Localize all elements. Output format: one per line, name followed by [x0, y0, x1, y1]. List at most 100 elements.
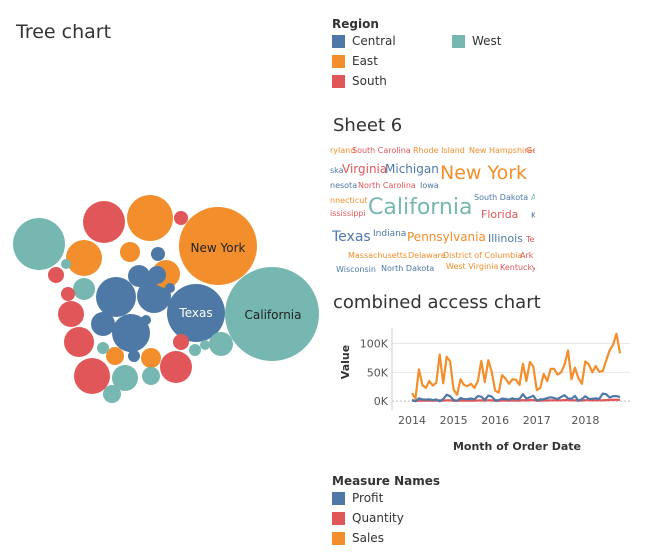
state-bubble[interactable] [58, 301, 84, 327]
word-cloud-word[interactable]: South Carolina [352, 146, 411, 155]
region-legend-item-south[interactable]: South [332, 74, 387, 88]
word-cloud-word[interactable]: New York [440, 162, 528, 184]
quantity-swatch [332, 511, 345, 525]
measure-legend-item-sales[interactable]: Sales [332, 531, 384, 545]
state-bubble[interactable] [160, 351, 192, 383]
measure-legend-label: Quantity [352, 511, 404, 525]
word-cloud-word[interactable]: Virginia [342, 162, 388, 176]
y-tick-label: 100K [360, 338, 389, 351]
x-tick-label: 2016 [481, 414, 509, 427]
state-bubble[interactable] [142, 367, 160, 385]
state-bubble[interactable] [74, 358, 110, 394]
x-tick-label: 2018 [571, 414, 599, 427]
state-bubble[interactable] [13, 218, 65, 270]
region-legend-title: Region [332, 17, 379, 31]
line-chart-title: combined access chart [333, 292, 541, 313]
word-cloud-word[interactable]: Ge [526, 146, 535, 155]
word-cloud-word[interactable]: Te [526, 235, 535, 244]
state-bubble[interactable] [148, 266, 166, 284]
word-cloud-word[interactable]: New Hampshire [469, 146, 533, 155]
word-cloud-word[interactable]: District of Columbia [443, 251, 523, 260]
state-bubble[interactable] [173, 334, 189, 350]
state-bubble[interactable] [64, 327, 94, 357]
state-bubble[interactable] [103, 385, 121, 403]
bubble-label-new-york: New York [191, 241, 246, 255]
south-swatch [332, 74, 345, 88]
word-cloud-word[interactable]: ryland [330, 146, 356, 155]
measure-legend-item-profit[interactable]: Profit [332, 491, 383, 505]
region-legend-item-east[interactable]: East [332, 54, 378, 68]
word-cloud-word[interactable]: ska [330, 166, 344, 175]
word-cloud-word[interactable]: Kentucky [500, 263, 535, 272]
word-cloud-word[interactable]: nnecticut [330, 196, 368, 205]
word-cloud-word[interactable]: Ka [531, 211, 535, 220]
state-bubble[interactable] [151, 247, 165, 261]
sheet6-word-cloud[interactable]: ryland South Carolina Rhode Island New Hamp… [330, 143, 535, 275]
profit-swatch [332, 491, 345, 505]
word-cloud-word[interactable]: North Dakota [381, 264, 435, 273]
bubble-texas[interactable] [167, 284, 225, 342]
state-bubble[interactable] [128, 265, 150, 287]
state-bubble[interactable] [120, 242, 140, 262]
word-cloud-word[interactable]: Delaware [408, 251, 446, 260]
word-cloud-word[interactable]: Wisconsin [336, 265, 376, 274]
bubble-new-york[interactable] [179, 207, 257, 285]
state-bubble[interactable] [189, 344, 201, 356]
word-cloud-word[interactable]: California [368, 195, 473, 220]
word-cloud-word[interactable]: Indiana [373, 229, 407, 239]
state-bubble[interactable] [141, 348, 161, 368]
word-cloud-word[interactable]: Michigan [385, 162, 439, 176]
word-cloud-word[interactable]: Iowa [420, 181, 439, 190]
measure-legend-item-quantity[interactable]: Quantity [332, 511, 404, 525]
central-swatch [332, 34, 345, 48]
word-cloud-word[interactable]: Texas [332, 229, 371, 245]
word-cloud-word[interactable]: Massachusetts [348, 251, 408, 260]
state-bubble[interactable] [66, 240, 102, 276]
word-cloud-word[interactable]: Illinois [488, 232, 523, 245]
word-cloud-word[interactable]: Rhode Island [413, 146, 465, 155]
state-bubble[interactable] [61, 287, 75, 301]
state-bubble[interactable] [48, 267, 64, 283]
state-bubble[interactable] [73, 278, 95, 300]
word-cloud-word[interactable]: Florida [481, 208, 519, 221]
word-cloud-word[interactable]: Ark [520, 251, 534, 260]
x-tick-label: 2014 [398, 414, 426, 427]
series-line-quantity[interactable] [411, 398, 621, 403]
tree-chart-title: Tree chart [16, 21, 112, 43]
measure-legend-label: Sales [352, 531, 384, 545]
series-line-profit[interactable] [411, 392, 621, 403]
state-bubble[interactable] [96, 277, 136, 317]
region-legend-item-central[interactable]: Central [332, 34, 396, 48]
word-cloud-word[interactable]: ississippi [330, 209, 366, 218]
combined-access-chart[interactable]: 0K 50K 100K 2014 2015 2016 2017 2018 Value Mont… [330, 318, 645, 488]
state-bubble[interactable] [141, 315, 151, 325]
west-swatch [452, 34, 465, 48]
state-bubble[interactable] [112, 365, 138, 391]
state-bubble[interactable] [209, 332, 233, 356]
bubble-label-texas: Texas [178, 306, 212, 320]
state-bubble[interactable] [61, 259, 71, 269]
word-cloud-word[interactable]: nesota [330, 181, 358, 190]
state-bubble[interactable] [106, 347, 124, 365]
word-cloud-word[interactable]: North Carolina [358, 181, 416, 190]
state-bubble[interactable] [128, 350, 140, 362]
word-cloud-word[interactable]: West Virginia [446, 262, 499, 271]
state-bubble[interactable] [83, 201, 125, 243]
word-cloud-word[interactable]: Pennsylvania [407, 230, 486, 244]
region-legend-item-west[interactable]: West [452, 34, 502, 48]
bubble-california[interactable] [225, 267, 319, 361]
state-bubble[interactable] [165, 283, 175, 293]
bubble-label-california: California [245, 308, 302, 322]
y-tick-label: 50K [367, 366, 389, 379]
word-cloud-word[interactable]: A [531, 193, 535, 202]
state-bubble[interactable] [200, 340, 210, 350]
state-bubble[interactable] [112, 314, 150, 352]
word-cloud-word[interactable]: South Dakota [474, 193, 529, 202]
tree-chart-bubbles[interactable]: New York Texas California [0, 0, 330, 559]
state-bubble[interactable] [91, 312, 115, 336]
measure-legend-label: Profit [352, 491, 384, 505]
state-bubble[interactable] [97, 342, 109, 354]
state-bubble[interactable] [127, 195, 173, 241]
state-bubble[interactable] [174, 211, 188, 225]
series-line-sales[interactable] [411, 332, 622, 400]
